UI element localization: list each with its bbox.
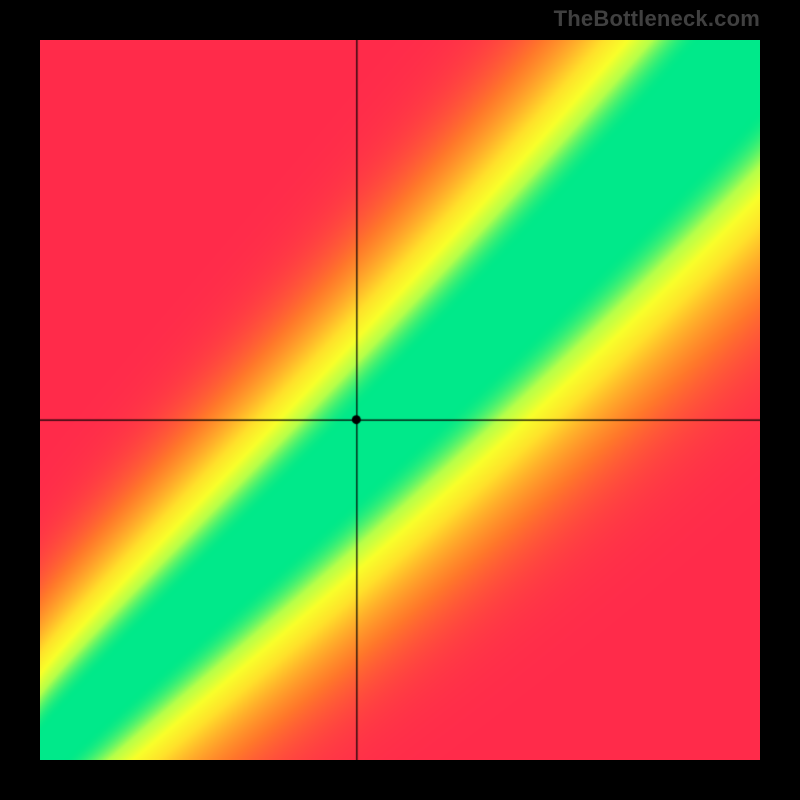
bottleneck-heatmap	[40, 40, 760, 760]
watermark-text: TheBottleneck.com	[554, 6, 760, 32]
chart-container: { "watermark": "TheBottleneck.com", "cha…	[0, 0, 800, 800]
